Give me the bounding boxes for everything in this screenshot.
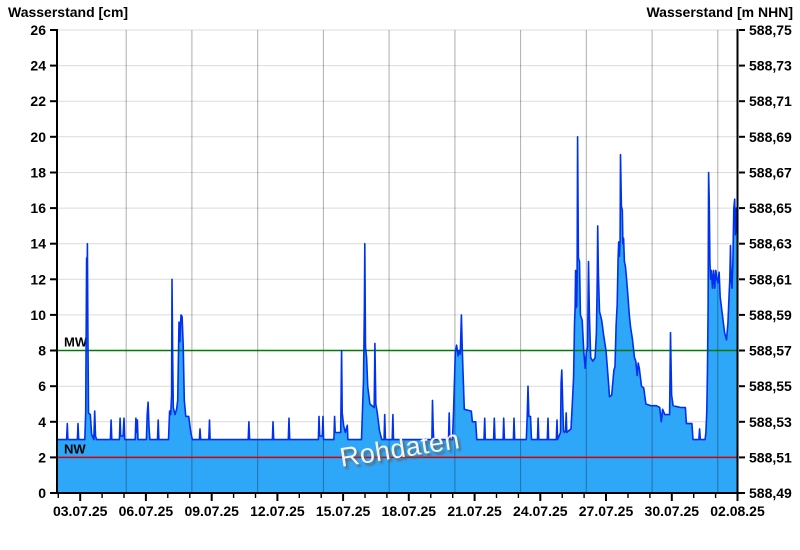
- x-tick-label: 02.08.25: [710, 503, 765, 519]
- nw-label: NW: [64, 441, 86, 456]
- y-tick-label-cm: 0: [38, 485, 46, 501]
- y-tick-label-mnhn: 588,67: [749, 165, 792, 181]
- y-tick-label-cm: 18: [30, 165, 46, 181]
- y-tick-label-mnhn: 588,53: [749, 414, 792, 430]
- y-tick-label-mnhn: 588,61: [749, 271, 792, 287]
- x-tick-label: 15.07.25: [316, 503, 371, 519]
- x-tick-label: 18.07.25: [382, 503, 437, 519]
- y-tick-label-cm: 4: [38, 414, 46, 430]
- y-tick-label-cm: 24: [30, 58, 46, 74]
- x-tick-label: 24.07.25: [513, 503, 568, 519]
- mw-label: MW: [64, 335, 88, 350]
- x-tick-label: 27.07.25: [579, 503, 634, 519]
- water-level-line: [57, 136, 738, 441]
- y-tick-label-mnhn: 588,65: [749, 200, 792, 216]
- y-tick-label-mnhn: 588,55: [749, 378, 792, 394]
- y-tick-label-cm: 16: [30, 200, 46, 216]
- y-tick-label-cm: 20: [30, 129, 46, 145]
- right-axis-title: Wasserstand [m NHN]: [646, 4, 793, 20]
- y-tick-label-cm: 8: [38, 343, 46, 359]
- y-tick-label-mnhn: 588,75: [749, 22, 792, 38]
- y-tick-label-cm: 14: [30, 236, 46, 252]
- y-tick-label-cm: 2: [38, 449, 46, 465]
- y-tick-label-cm: 10: [30, 307, 46, 323]
- y-tick-label-mnhn: 588,63: [749, 236, 792, 252]
- x-tick-label: 12.07.25: [250, 503, 305, 519]
- y-tick-label-mnhn: 588,51: [749, 449, 792, 465]
- y-tick-label-mnhn: 588,59: [749, 307, 792, 323]
- y-tick-label-mnhn: 588,57: [749, 343, 792, 359]
- x-tick-label: 06.07.25: [119, 503, 174, 519]
- axes: [56, 29, 739, 494]
- y-tick-label-mnhn: 588,73: [749, 58, 792, 74]
- y-tick-label-mnhn: 588,69: [749, 129, 792, 145]
- left-axis-title: Wasserstand [cm]: [8, 4, 129, 20]
- water-level-outline: [57, 136, 738, 441]
- y-tick-label-cm: 22: [30, 93, 46, 109]
- y-tick-label-mnhn: 588,49: [749, 485, 792, 501]
- x-tick-label: 09.07.25: [184, 503, 239, 519]
- x-tick-label: 30.07.25: [645, 503, 700, 519]
- y-tick-label-cm: 6: [38, 378, 46, 394]
- x-tick-label: 21.07.25: [447, 503, 502, 519]
- reference-lines: MW NW: [57, 335, 738, 459]
- y-tick-label-mnhn: 588,71: [749, 93, 792, 109]
- tick-marks: [50, 29, 745, 501]
- y-tick-label-cm: 12: [30, 271, 46, 287]
- x-tick-label: 03.07.25: [53, 503, 108, 519]
- y-tick-label-cm: 26: [30, 22, 46, 38]
